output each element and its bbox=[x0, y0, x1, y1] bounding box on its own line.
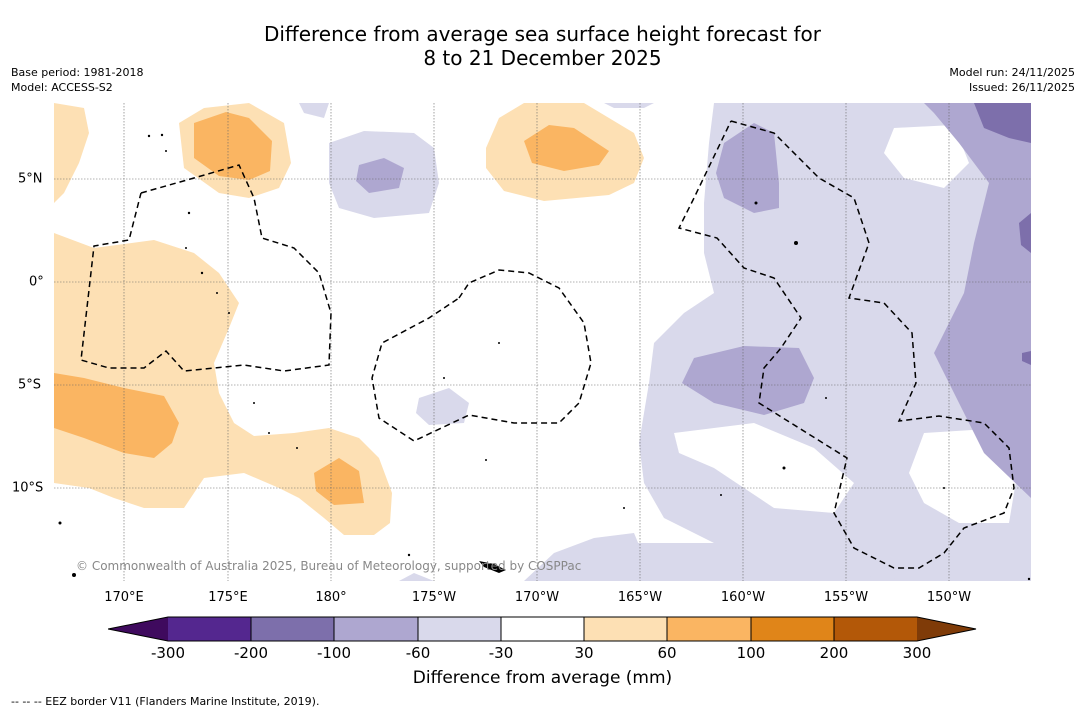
colorbar-tick: -100 bbox=[316, 644, 352, 662]
colorbar-segment bbox=[584, 617, 667, 641]
colorbar-tick: 200 bbox=[819, 644, 849, 662]
model-name: Model: ACCESS-S2 bbox=[11, 81, 113, 94]
colorbar-separators bbox=[250, 617, 835, 641]
colorbar-low-extension bbox=[108, 617, 168, 641]
islands bbox=[58, 133, 1031, 581]
lon-label: 150°W bbox=[926, 590, 972, 605]
meta-left: Base period: 1981-2018 Model: ACCESS-S2 bbox=[11, 65, 143, 95]
anomaly-band-minus60 bbox=[356, 103, 1031, 498]
eez-footnote: -- -- -- EEZ border V11 (Flanders Marine… bbox=[11, 695, 320, 708]
graticule bbox=[54, 103, 1031, 581]
lon-label: 170°W bbox=[514, 590, 560, 605]
lon-label: 165°W bbox=[617, 590, 663, 605]
lon-label: 175°W bbox=[411, 590, 457, 605]
base-period: Base period: 1981-2018 bbox=[11, 66, 144, 79]
issued-date: Issued: 26/11/2025 bbox=[968, 81, 1075, 94]
lon-label: 170°E bbox=[104, 590, 144, 605]
colorbar-segment bbox=[251, 617, 334, 641]
colorbar-segment bbox=[418, 617, 501, 641]
meta-right: Model run: 24/11/2025 Issued: 26/11/2025 bbox=[949, 65, 1075, 95]
lon-label: 175°E bbox=[208, 590, 248, 605]
colorbar-tick: 30 bbox=[574, 644, 594, 662]
lon-label: 160°W bbox=[720, 590, 766, 605]
colorbar bbox=[108, 616, 977, 642]
colorbar-segment bbox=[667, 617, 751, 641]
copyright-notice: © Commonwealth of Australia 2025, Bureau… bbox=[76, 559, 582, 573]
colorbar-segment bbox=[168, 617, 251, 641]
colorbar-segment bbox=[751, 617, 834, 641]
colorbar-tick: -300 bbox=[150, 644, 186, 662]
lat-label: 5°S bbox=[18, 377, 42, 393]
colorbar-tick: 60 bbox=[657, 644, 677, 662]
anomaly-band-plus60 bbox=[54, 112, 609, 505]
title-line-2: 8 to 21 December 2025 bbox=[423, 46, 662, 70]
colorbar-tick: 100 bbox=[736, 644, 766, 662]
sea-surface-height-map bbox=[54, 103, 1031, 581]
lon-label: 180° bbox=[315, 590, 347, 605]
colorbar-title: Difference from average (mm) bbox=[412, 668, 673, 688]
colorbar-outline bbox=[108, 616, 977, 642]
colorbar-tick: 300 bbox=[902, 644, 932, 662]
colorbar-tick: -60 bbox=[405, 644, 431, 662]
colorbar-segment bbox=[501, 617, 584, 641]
title-line-1: Difference from average sea surface heig… bbox=[263, 22, 822, 46]
colorbar-high-extension bbox=[917, 617, 976, 641]
lat-label: 0° bbox=[29, 274, 44, 290]
colorbar-tick: -30 bbox=[488, 644, 514, 662]
anomaly-band-minus100 bbox=[974, 103, 1031, 365]
map-title: Difference from average sea surface heig… bbox=[0, 22, 1085, 70]
colorbar-segment bbox=[334, 617, 418, 641]
lat-label: 5°N bbox=[18, 171, 43, 187]
eez-borders bbox=[80, 120, 1015, 569]
lon-label: 155°W bbox=[823, 590, 869, 605]
colorbar-tick: -200 bbox=[233, 644, 269, 662]
model-run: Model run: 24/11/2025 bbox=[949, 66, 1075, 79]
colorbar-segment bbox=[834, 617, 917, 641]
lat-label: 10°S bbox=[12, 480, 44, 496]
